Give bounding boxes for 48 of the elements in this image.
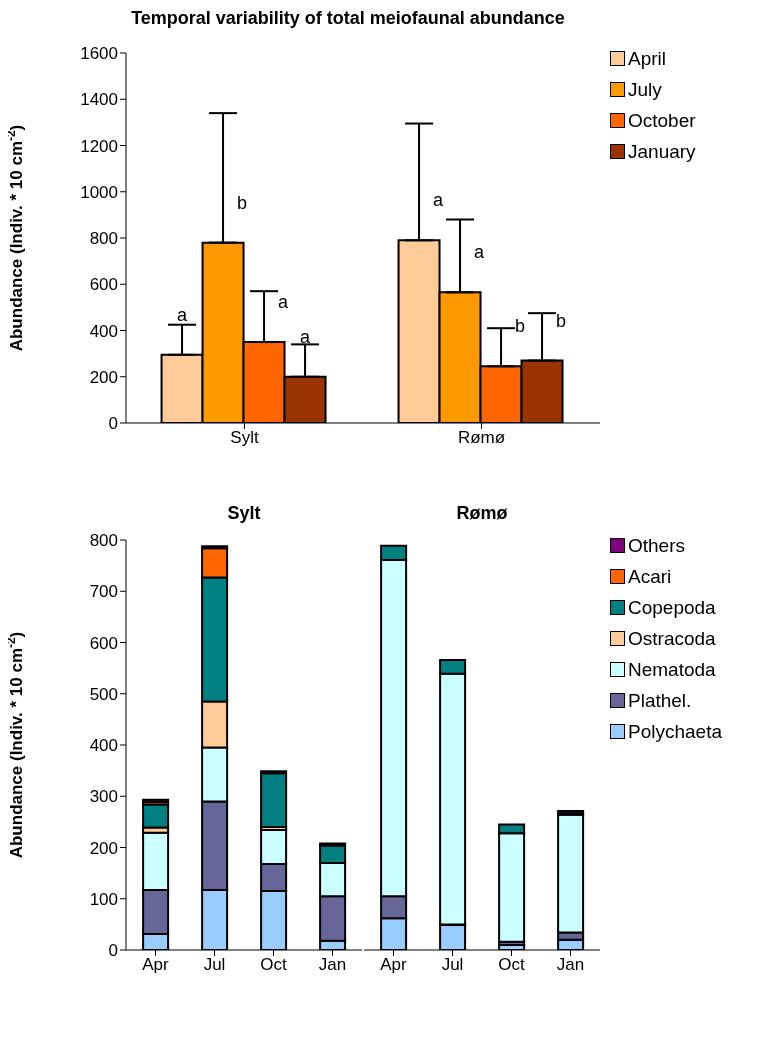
y-tick-label: 200 [89, 838, 118, 858]
data-label: a [433, 190, 445, 211]
x-tick-label: Oct [498, 955, 525, 975]
y-tick-label: 700 [89, 582, 118, 602]
y-tick-label: 100 [89, 889, 118, 909]
y-tick-label: 800 [89, 229, 118, 249]
legend-label: Plathel. [628, 689, 692, 712]
data-label: b [556, 310, 567, 331]
legend-label: April [628, 47, 667, 70]
chart-title: Sylt [226, 503, 262, 524]
data-label: a [300, 326, 312, 347]
legend-label: Copepoda [628, 596, 716, 619]
legend-label: October [628, 109, 696, 132]
x-tick-label: Jan [318, 955, 347, 975]
x-tick-label: Jul [203, 955, 226, 975]
x-tick-label: Apr [142, 955, 170, 975]
data-label: a [278, 292, 290, 313]
y-tick-label: 1200 [80, 136, 118, 156]
y-tick-label: 800 [89, 531, 118, 551]
y-tick-label: 1000 [80, 182, 118, 202]
chart-title: Temporal variability of total meiofaunal abundance [130, 8, 566, 29]
y-tick-label: 400 [89, 736, 118, 756]
y-tick-label: 500 [89, 684, 118, 704]
legend-label: Acari [628, 565, 672, 588]
y-tick-label: 1600 [80, 44, 118, 64]
x-tick-label: Apr [380, 955, 408, 975]
y-tick-label: 600 [89, 633, 118, 653]
legend-label: July [628, 78, 662, 101]
y-tick-label: 600 [89, 275, 118, 295]
legend-label: Ostracoda [628, 627, 716, 650]
data-label: a [474, 242, 486, 263]
x-tick-label: Oct [260, 955, 287, 975]
y-tick-label: 0 [108, 941, 118, 961]
legend-label: Nematoda [628, 658, 716, 681]
y-tick-label: 300 [89, 787, 118, 807]
legend-label: January [628, 140, 696, 163]
x-tick-label: Jan [556, 955, 585, 975]
y-tick-label: 0 [108, 414, 118, 434]
legend-label: Others [628, 534, 686, 557]
data-label: b [515, 316, 526, 337]
y-tick-label: 200 [89, 367, 118, 387]
chart-title: Rømø [455, 503, 509, 524]
x-tick-label: Jul [441, 955, 464, 975]
data-label: a [177, 304, 189, 325]
y-tick-label: 1400 [80, 90, 118, 110]
data-label: b [237, 192, 248, 213]
legend-label: Polychaeta [628, 720, 723, 743]
y-tick-label: 400 [89, 321, 118, 341]
